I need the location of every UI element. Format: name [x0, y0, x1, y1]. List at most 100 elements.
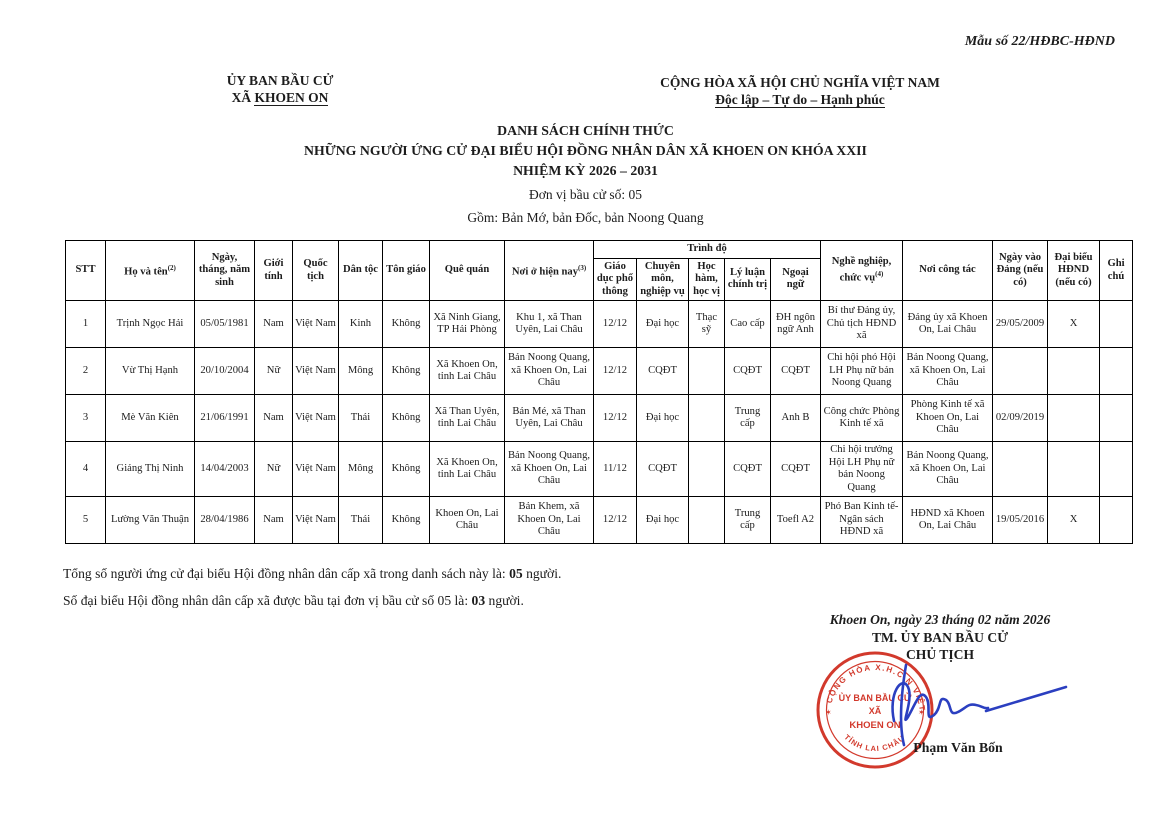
col-noi-cong-tac: Nơi công tác [902, 240, 994, 301]
table-cell: Kinh [338, 300, 383, 348]
table-cell: 2 [65, 347, 106, 395]
table-cell: 29/05/2009 [992, 300, 1049, 348]
signature-role: CHỦ TỊCH [905, 647, 975, 662]
table-cell: Cao cấp [724, 300, 771, 348]
national-motto-line1: CỘNG HÒA XÃ HỘI CHỦ NGHĨA VIỆT NAM [660, 75, 940, 90]
table-cell: Đảng ủy xã Khoen On, Lai Châu [902, 300, 994, 348]
table-cell: Nữ [254, 441, 293, 497]
table-cell: Nam [254, 394, 293, 442]
table-cell: 21/06/1991 [194, 394, 255, 442]
table-cell: Bản Noong Quang, xã Khoen On, Lai Châu [504, 441, 594, 497]
table-cell: Mông [338, 347, 383, 395]
table-cell [1099, 496, 1134, 544]
col-noi-o: Nơi ở hiện nay(3) [504, 240, 594, 301]
table-cell: 02/09/2019 [992, 394, 1049, 442]
table-cell: Xã Than Uyên, tỉnh Lai Châu [429, 394, 505, 442]
table-cell: Không [382, 300, 430, 348]
total-candidates-value: 05 [509, 566, 523, 581]
table-cell: 28/04/1986 [194, 496, 255, 544]
table-cell: Chi hội phó Hội LH Phụ nữ bản Noong Quan… [820, 347, 904, 395]
table-cell [688, 496, 725, 544]
col-ngay-vao-dang: Ngày vào Đảng (nếu có) [992, 240, 1049, 301]
table-cell: Toefl A2 [769, 496, 822, 544]
table-cell: CQĐT [769, 441, 822, 497]
summary-lines: Tổng số người ứng cử đại biểu Hội đồng n… [63, 560, 561, 614]
col-stt: STT [65, 240, 106, 301]
table-cell: Đại học [636, 496, 689, 544]
document-title: DANH SÁCH CHÍNH THỨC NHỮNG NGƯỜI ỨNG CỬ … [0, 121, 1171, 226]
table-cell: 19/05/2016 [992, 496, 1049, 544]
table-cell: Nam [254, 300, 293, 348]
table-cell: ĐH ngôn ngữ Anh [769, 300, 822, 348]
table-cell: Không [382, 347, 430, 395]
col-ghi-chu: Ghi chú [1099, 240, 1134, 301]
signature-org: TM. ỦY BAN BẦU CỬ [871, 630, 1009, 645]
table-cell: Khu 1, xã Than Uyên, Lai Châu [504, 300, 594, 348]
table-cell [1099, 347, 1134, 395]
table-cell: Bí thư Đảng ủy, Chủ tịch HĐND xã [820, 300, 904, 348]
table-cell: Việt Nam [292, 496, 339, 544]
table-row: 1 Trịnh Ngọc Hải 05/05/1981 Nam Việt Nam Kinh… [65, 300, 1134, 348]
table-cell: Vừ Thị Hạnh [105, 347, 195, 395]
table-body: 1 Trịnh Ngọc Hải 05/05/1981 Nam Việt Nam Kinh… [65, 300, 1134, 544]
table-cell [1047, 394, 1101, 442]
table-cell: Bản Khem, xã Khoen On, Lai Châu [504, 496, 594, 544]
table-cell: 20/10/2004 [194, 347, 255, 395]
table-cell: Việt Nam [292, 300, 339, 348]
table-cell: Khoen On, Lai Châu [429, 496, 505, 544]
table-cell: Nữ [254, 347, 293, 395]
col-dan-toc: Dân tộc [338, 240, 383, 301]
table-cell: Bản Noong Quang, xã Khoen On, Lai Châu [902, 441, 994, 497]
table-cell: 5 [65, 496, 106, 544]
election-scope: Gồm: Bản Mớ, bản Đốc, bản Noong Quang [467, 210, 704, 225]
col-nghe-nghiep: Nghề nghiệp, chức vụ(4) [820, 240, 904, 301]
table-cell: 3 [65, 394, 106, 442]
table-cell [1099, 441, 1134, 497]
table-cell: Chi hội trưởng Hội LH Phụ nữ bản Noong Q… [820, 441, 904, 497]
table-cell: Giảng Thị Ninh [105, 441, 195, 497]
national-motto-line2: Độc lập – Tự do – Hạnh phúc [715, 92, 885, 108]
table-cell: Mè Văn Kiên [105, 394, 195, 442]
table-cell: CQĐT [636, 441, 689, 497]
table-cell: Phòng Kinh tế xã Khoen On, Lai Châu [902, 394, 994, 442]
table-cell: CQĐT [724, 441, 771, 497]
table-cell: CQĐT [769, 347, 822, 395]
table-cell: Thái [338, 394, 383, 442]
title-line3: NHIỆM KỲ 2026 – 2031 [513, 163, 658, 178]
table-cell [688, 347, 725, 395]
title-line1: DANH SÁCH CHÍNH THỨC [497, 123, 674, 138]
table-cell: 11/12 [593, 441, 637, 497]
table-cell: Thạc sỹ [688, 300, 725, 348]
table-header: STT Họ và tên(2) Ngày, tháng, năm sinh G… [65, 240, 1134, 301]
total-seats-value: 03 [471, 593, 486, 608]
table-cell: Xã Khoen On, tỉnh Lai Châu [429, 347, 505, 395]
stamp-star-right: ✶ [918, 708, 925, 717]
handwritten-signature [891, 663, 1068, 747]
col-ngay-sinh: Ngày, tháng, năm sinh [194, 240, 255, 301]
official-stamp: CỘNG HÒA X.H.C.N VIỆT NAM TỈNH LAI CHÂU … [814, 649, 934, 769]
table-row: 3 Mè Văn Kiên 21/06/1991 Nam Việt Nam Thái Khô… [65, 394, 1134, 442]
table-cell [1047, 347, 1101, 395]
table-cell: Trung cấp [724, 394, 771, 442]
table-row: 5 Lường Văn Thuận 28/04/1986 Nam Việt Nam Thá… [65, 496, 1134, 544]
table-cell: 1 [65, 300, 106, 348]
table-cell: CQĐT [636, 347, 689, 395]
table-cell: 05/05/1981 [194, 300, 255, 348]
table-cell: 4 [65, 441, 106, 497]
table-cell: Công chức Phòng Kinh tế xã [820, 394, 904, 442]
table-cell [992, 441, 1049, 497]
table-cell: Nam [254, 496, 293, 544]
total-seats-line: Số đại biểu Hội đồng nhân dân cấp xã đượ… [63, 593, 524, 608]
col-gioi-tinh: Giới tính [254, 240, 293, 301]
table-cell: CQĐT [724, 347, 771, 395]
table-cell [992, 347, 1049, 395]
col-llct: Lý luận chính trị [724, 257, 771, 301]
table-cell: Bản Mé, xã Than Uyên, Lai Châu [504, 394, 594, 442]
table-row: 4 Giảng Thị Ninh 14/04/2003 Nữ Việt Nam Mông K… [65, 441, 1134, 497]
table-cell [688, 394, 725, 442]
col-hhhv: Học hàm, học vị [688, 257, 725, 301]
election-unit: Đơn vị bầu cử số: 05 [528, 187, 643, 202]
col-ton-giao: Tôn giáo [382, 240, 430, 301]
title-line2: NHỮNG NGƯỜI ỨNG CỬ ĐẠI BIỂU HỘI ĐỒNG NHÂ… [304, 143, 867, 158]
